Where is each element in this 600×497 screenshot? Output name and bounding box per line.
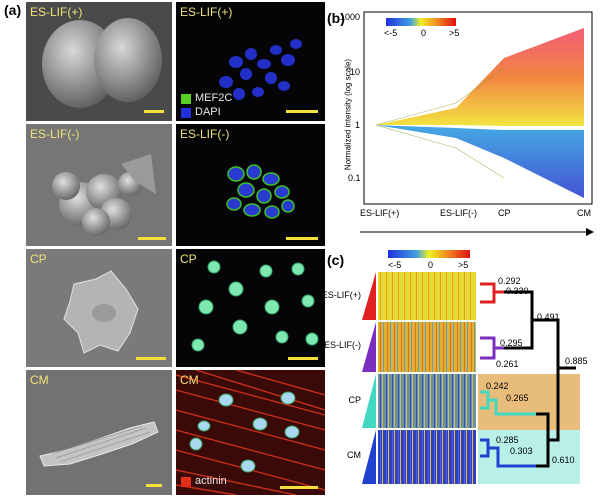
row-label-es-lif-plus: ES-LIF(+) bbox=[321, 290, 361, 300]
sem-es-lif-plus-graphic bbox=[26, 2, 172, 121]
y-tick: 1000 bbox=[340, 12, 361, 22]
dendro-distance: 0.491 bbox=[537, 312, 560, 322]
x-tick: ES-LIF(-) bbox=[440, 208, 477, 218]
sem-image-es-lif-plus: ES-LIF(+) bbox=[26, 2, 172, 121]
actinin-legend-label: actinin bbox=[195, 475, 227, 487]
scale-bar bbox=[144, 110, 164, 113]
colorbar-min: <-5 bbox=[384, 28, 398, 38]
heatmap-es-lif-plus bbox=[378, 272, 476, 320]
colorbar-max: >5 bbox=[458, 260, 469, 270]
y-tick: 10 bbox=[350, 67, 361, 77]
heatmap-cp bbox=[378, 374, 476, 428]
colorbar-min: <-5 bbox=[388, 260, 402, 270]
line-plot bbox=[363, 11, 593, 205]
dendro-distance: 0.261 bbox=[496, 359, 519, 369]
colorbar-mid: 0 bbox=[421, 28, 427, 38]
sem-label: ES-LIF(+) bbox=[30, 5, 83, 19]
sem-label: CP bbox=[30, 252, 47, 266]
scale-bar bbox=[286, 237, 318, 240]
dapi-legend-swatch bbox=[181, 108, 191, 118]
flu-es-lif-plus-graphic bbox=[219, 39, 302, 100]
flu-cm-graphic bbox=[176, 370, 325, 495]
row-label-es-lif-minus: ES-LIF(-) bbox=[324, 340, 361, 350]
cm-marker bbox=[362, 430, 376, 484]
sem-image-cm: CM bbox=[26, 370, 172, 495]
panel-a-letter: (a) bbox=[4, 2, 22, 18]
y-tick: 0.1 bbox=[348, 173, 361, 183]
y-tick: 1 bbox=[355, 120, 361, 130]
colorbar-mid: 0 bbox=[428, 260, 434, 270]
fluorescence-image-cm: CM actinin bbox=[176, 370, 325, 495]
flu-es-lif-minus-graphic bbox=[226, 164, 295, 219]
dendro-distance: 0.885 bbox=[565, 356, 588, 366]
colorbar-max: >5 bbox=[449, 28, 460, 38]
sem-image-cp: CP bbox=[26, 249, 172, 367]
fluorescence-image-es-lif-plus: ES-LIF(+) MEF2C DAPI bbox=[176, 2, 325, 121]
heatmap-cm bbox=[378, 430, 476, 484]
heatmap-es-lif-minus bbox=[378, 322, 476, 372]
panel-c-letter: (c) bbox=[327, 252, 345, 268]
time-arrow-icon bbox=[360, 228, 594, 236]
row-label-cp: CP bbox=[348, 395, 361, 405]
dendro-distance: 0.292 bbox=[498, 276, 521, 286]
sem-es-lif-minus-graphic bbox=[26, 124, 172, 246]
flu-label: CP bbox=[180, 252, 197, 266]
y-axis-label: Normalized intensity (log scale) bbox=[343, 58, 353, 171]
scale-bar bbox=[280, 486, 318, 489]
fluorescence-image-cp: CP bbox=[176, 249, 325, 367]
flu-cp-graphic bbox=[191, 260, 319, 352]
mef2c-legend-swatch bbox=[181, 94, 191, 104]
dendro-distance: 0.610 bbox=[552, 455, 575, 465]
scale-bar bbox=[136, 357, 166, 360]
scale-bar bbox=[146, 484, 162, 487]
es-lif-plus-marker bbox=[362, 272, 376, 320]
flu-label: CM bbox=[180, 373, 199, 387]
dendro-distance: 0.242 bbox=[486, 381, 509, 391]
panel-b-letter: (b) bbox=[327, 10, 345, 26]
row-label-cm: CM bbox=[347, 450, 361, 460]
actinin-legend-swatch bbox=[181, 477, 191, 487]
flu-label: ES-LIF(-) bbox=[180, 127, 230, 141]
sem-cp-graphic bbox=[26, 249, 172, 367]
sem-label: CM bbox=[30, 373, 49, 387]
flu-label: ES-LIF(+) bbox=[180, 5, 233, 19]
fluorescence-image-es-lif-minus: ES-LIF(-) bbox=[176, 124, 325, 246]
dendro-distance: 0.295 bbox=[500, 338, 523, 348]
dendro-distance: 0.285 bbox=[496, 435, 519, 445]
dendro-distance: 0.303 bbox=[510, 446, 533, 456]
x-tick: CP bbox=[498, 208, 511, 218]
sem-label: ES-LIF(-) bbox=[30, 127, 80, 141]
x-tick: ES-LIF(+) bbox=[360, 208, 400, 218]
mef2c-legend-label: MEF2C bbox=[195, 92, 233, 104]
dapi-legend-label: DAPI bbox=[195, 106, 221, 118]
es-lif-minus-marker bbox=[362, 322, 376, 372]
scale-bar bbox=[286, 110, 318, 113]
dendro-distance: 0.265 bbox=[506, 393, 529, 403]
upregulated-lines bbox=[376, 28, 584, 126]
cp-marker bbox=[362, 374, 376, 428]
sem-cm-graphic bbox=[26, 370, 172, 495]
sem-image-es-lif-minus: ES-LIF(-) bbox=[26, 124, 172, 246]
colorbar bbox=[388, 250, 470, 258]
scale-bar bbox=[138, 237, 166, 240]
heatmap-figure bbox=[362, 250, 580, 484]
colorbar bbox=[386, 18, 456, 26]
downregulated-lines bbox=[376, 125, 584, 198]
scale-bar bbox=[288, 357, 318, 360]
dendro-distance: 0.330 bbox=[506, 286, 529, 296]
x-tick: CM bbox=[577, 208, 591, 218]
